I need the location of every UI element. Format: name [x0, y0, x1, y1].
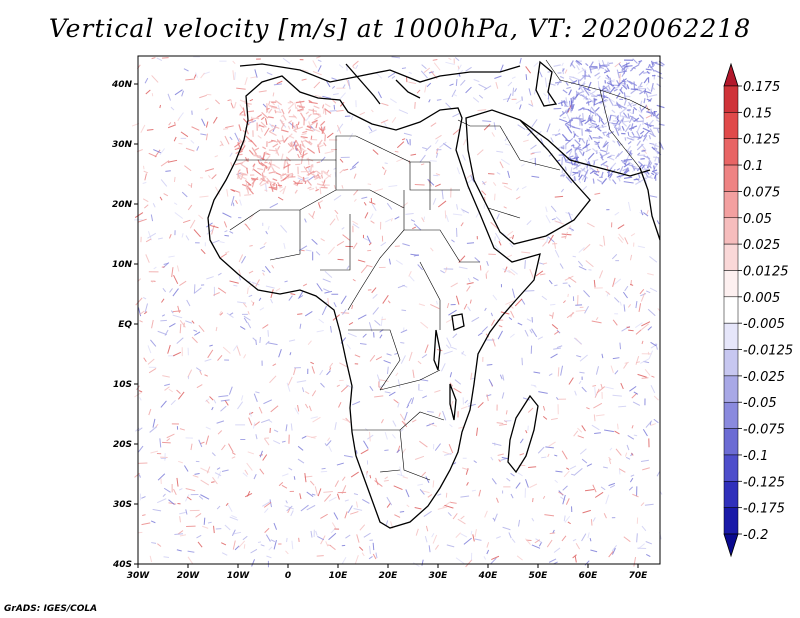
colorbar-segment: [723, 401, 739, 429]
colorbar-level-label: 0.15: [743, 106, 772, 121]
colorbar-level-label: -0.005: [743, 317, 785, 332]
colorbar-segment: [723, 138, 739, 166]
country-borders: [229, 59, 651, 481]
india-coastline: [639, 167, 661, 241]
colorbar-level-label: 0.1: [743, 159, 764, 174]
lat-tick-label: 20S: [113, 440, 132, 450]
colorbar-segment: [723, 296, 739, 324]
lake-tanganyika: [433, 329, 441, 371]
colorbar-level-label: 0.005: [743, 291, 780, 306]
colorbar-level-label: 0.05: [743, 212, 772, 227]
lon-tick-label: 50E: [529, 571, 549, 581]
lake-victoria: [451, 313, 465, 331]
lat-tick-label: 30S: [113, 500, 132, 510]
italy-coastline: [345, 63, 381, 105]
greece-coastline: [395, 79, 421, 99]
lat-tick-label: 10N: [112, 260, 133, 270]
colorbar-segment: [723, 270, 739, 298]
colorbar-segment: [723, 322, 739, 350]
arabia-coastline: [465, 109, 591, 245]
credit-text: GrADS: IGES/COLA: [4, 604, 98, 614]
colorbar-segment: [723, 349, 739, 377]
lat-tick-label: EQ: [118, 320, 132, 330]
lon-tick-label: 20W: [177, 571, 201, 581]
colorbar-level-label: -0.075: [743, 423, 785, 438]
colorbar-segment: [723, 164, 739, 192]
lon-tick-label: 10W: [227, 571, 251, 581]
colorbar-level-label: -0.05: [743, 396, 777, 411]
latitude-axis: 40N 30N 20N 10N EQ 10S 20S 30S 40S: [111, 80, 138, 570]
colorbar-level-label: -0.125: [743, 475, 785, 490]
lake-malawi: [449, 383, 457, 421]
lon-tick-label: 40E: [478, 571, 499, 581]
lon-tick-label: 30E: [429, 571, 449, 581]
europe-coastline: [239, 63, 521, 83]
colorbar-segment: [723, 454, 739, 482]
colorbar-max-triangle: [723, 62, 739, 87]
colorbar-level-label: 0.0125: [743, 264, 789, 279]
colorbar-segment: [723, 375, 739, 403]
lat-tick-label: 30N: [112, 140, 133, 150]
colorbar-segment: [723, 507, 739, 535]
colorbar-segment: [723, 191, 739, 219]
colorbar-segment: [723, 217, 739, 245]
colorbar-level-label: 0.025: [743, 238, 780, 253]
colorbar-segment: [723, 85, 739, 113]
map-title: Vertical velocity [m/s] at 1000hPa, VT: …: [48, 14, 752, 43]
colorbar-segment: [723, 243, 739, 271]
caspian-coastline: [535, 60, 558, 107]
colorbar-level-label: -0.0125: [743, 344, 793, 359]
lat-tick-label: 40S: [112, 560, 132, 570]
coastlines: [207, 60, 661, 529]
lat-tick-label: 40N: [111, 80, 133, 90]
colorbar-level-label: -0.1: [743, 449, 768, 464]
lat-tick-label: 10S: [113, 380, 132, 390]
lon-tick-label: 10E: [329, 571, 349, 581]
lat-tick-label: 20N: [112, 200, 133, 210]
colorbar: 0.175 0.15 0.125 0.1 0.075 0.05 0.025 0.0125 0.0…: [723, 62, 793, 558]
colorbar-segment: [723, 112, 739, 139]
colorbar-segment: [723, 428, 739, 456]
colorbar-level-label: -0.2: [743, 528, 768, 543]
colorbar-level-label: 0.075: [743, 185, 780, 200]
colorbar-level-label: 0.125: [743, 133, 780, 148]
lon-tick-label: 30W: [127, 571, 151, 581]
iran-coastline: [519, 119, 651, 177]
colorbar-min-triangle: [723, 533, 739, 558]
africa-coastline: [207, 75, 541, 529]
lon-tick-label: 70E: [629, 571, 649, 581]
map-frame: [137, 55, 661, 565]
colorbar-level-label: -0.025: [743, 370, 785, 385]
madagascar-coastline: [507, 394, 539, 474]
longitude-axis: 30W 20W 10W 0 10E 20E 30E 40E 50E 60E 70E: [127, 564, 648, 581]
lon-tick-label: 60E: [579, 571, 599, 581]
colorbar-level-label: 0.175: [743, 80, 780, 95]
lon-tick-label: 20E: [379, 571, 399, 581]
colorbar-level-label: -0.175: [743, 502, 785, 517]
colorbar-segment: [723, 481, 739, 508]
velocity-field: [131, 56, 665, 568]
lon-tick-label: 0: [285, 571, 291, 581]
